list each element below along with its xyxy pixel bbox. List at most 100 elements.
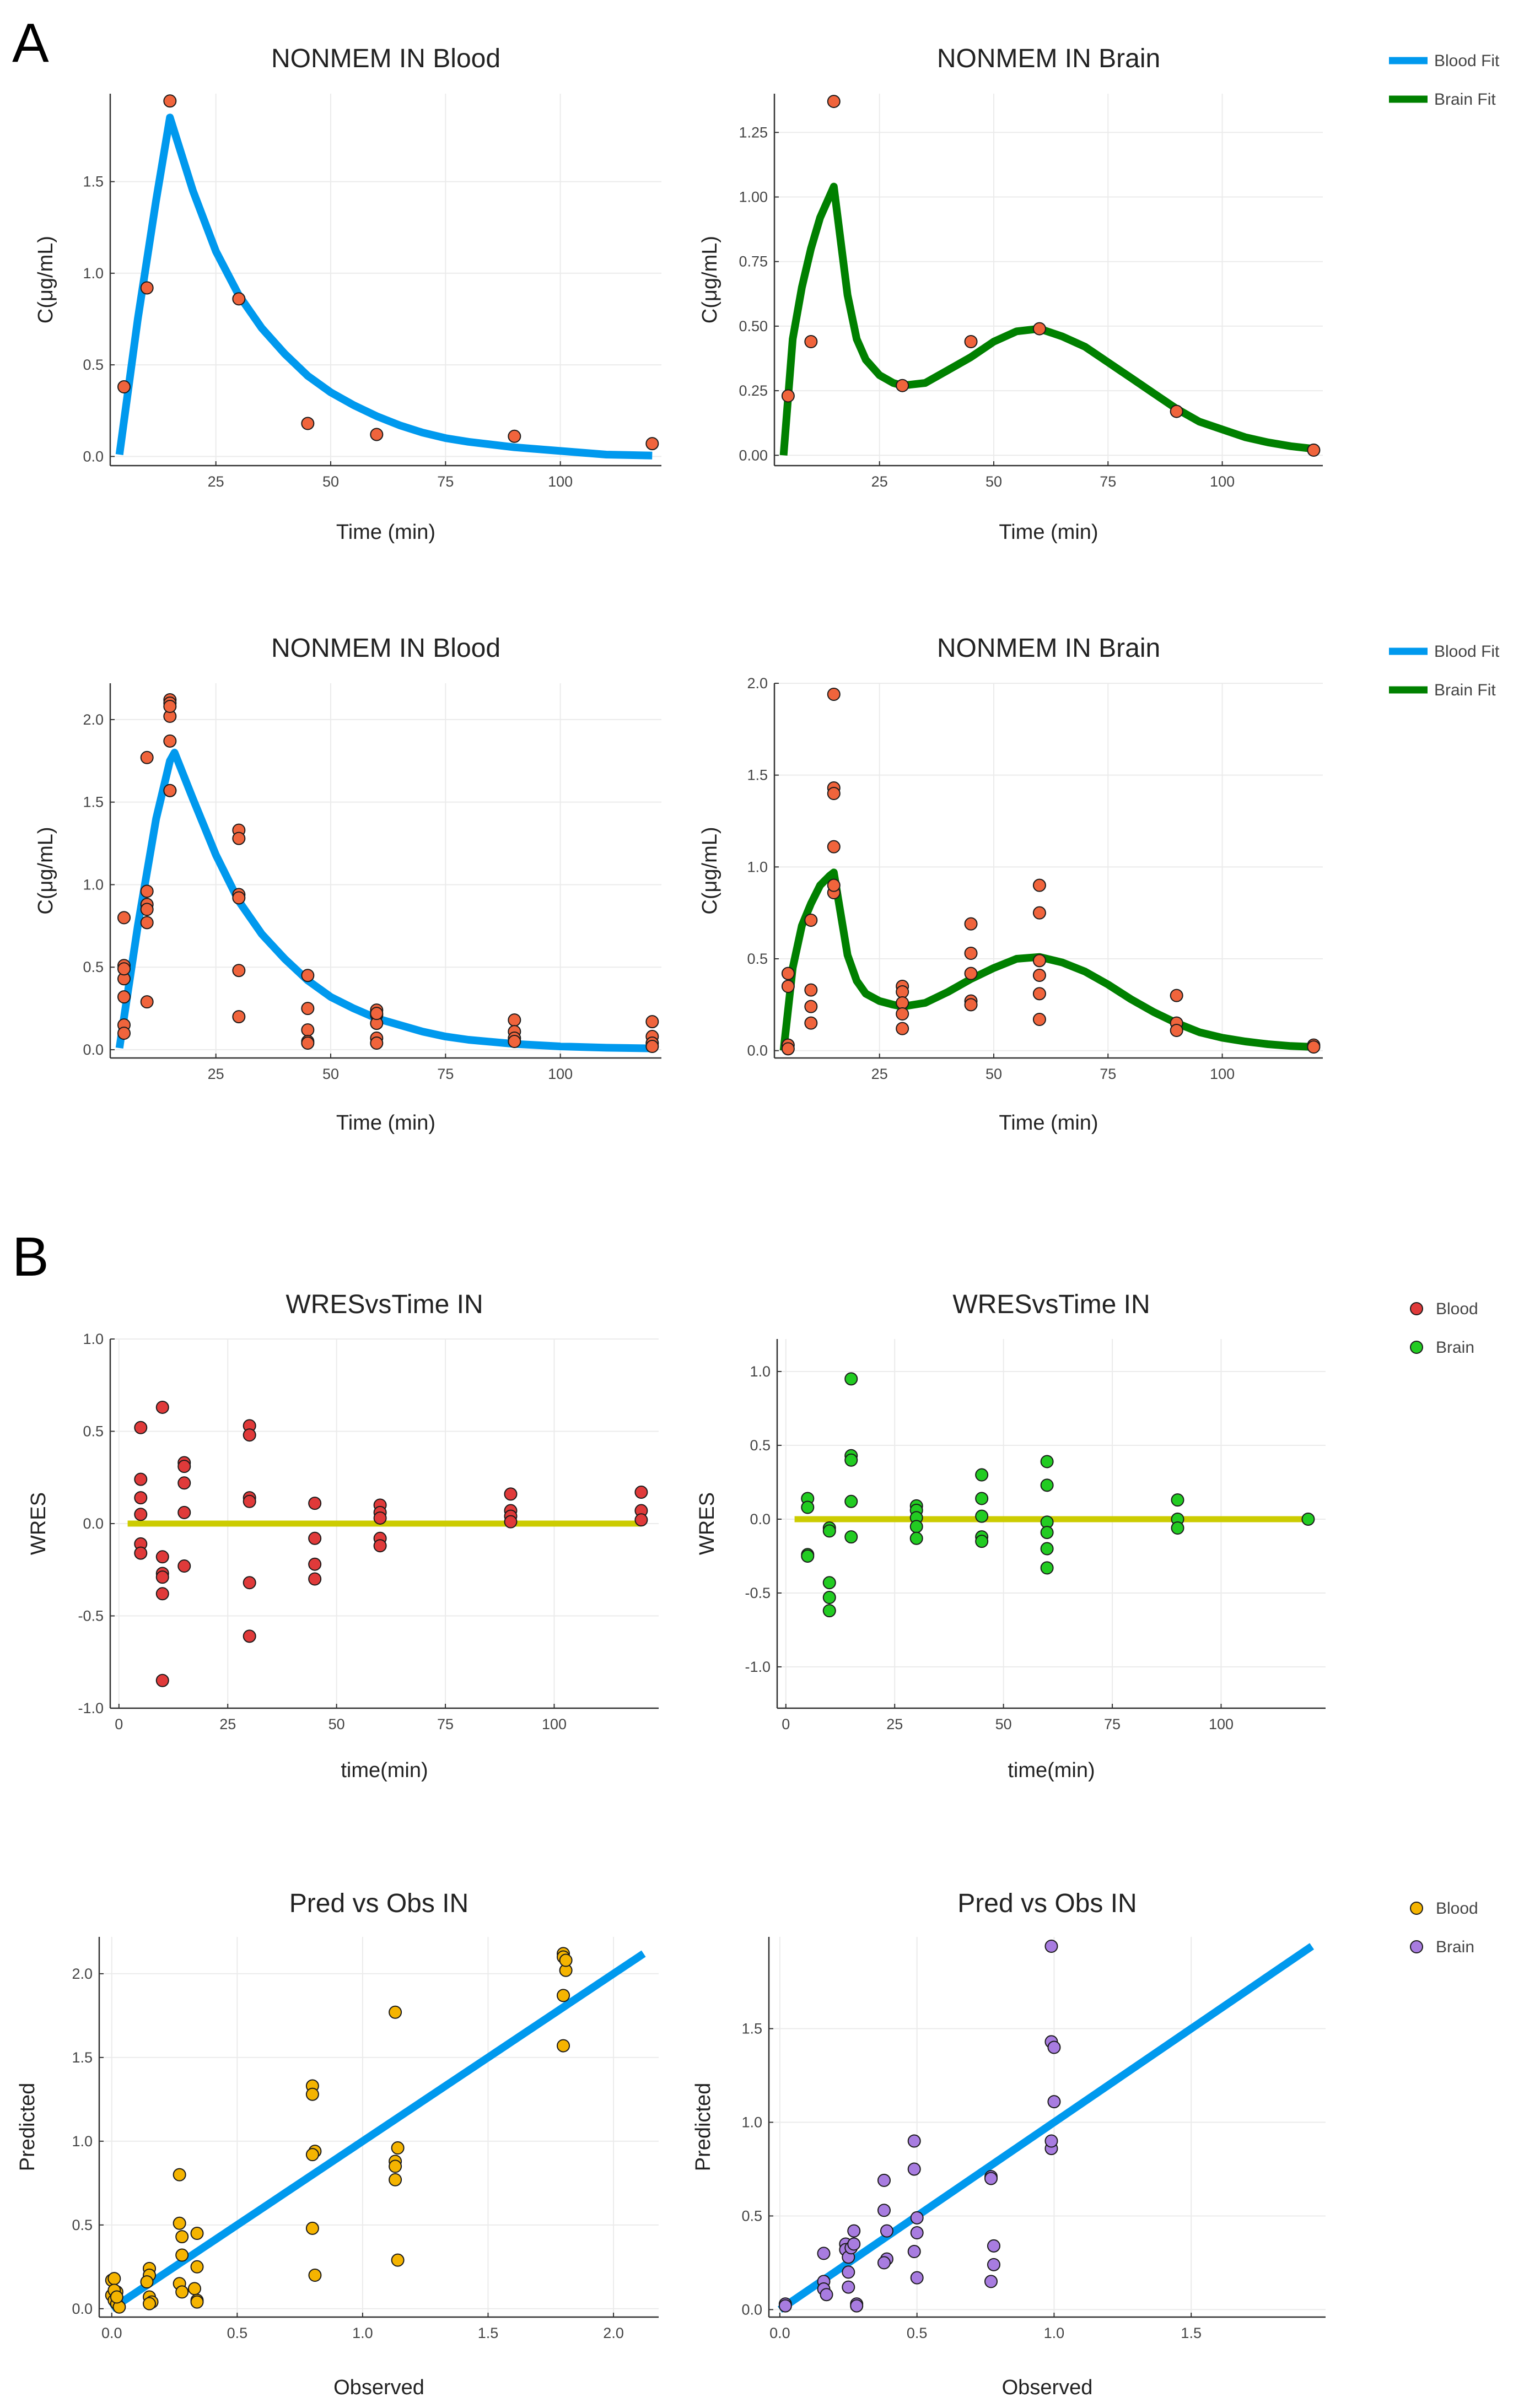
y-tick-label: 1.5 [83,794,104,811]
data-point [155,1673,169,1687]
data-point [117,911,131,925]
data-point [987,2258,1000,2271]
legend-swatch [1410,1940,1423,1953]
y-tick-label: 0.5 [750,1437,771,1454]
data-point [1040,1526,1054,1540]
data-point [896,1022,909,1035]
data-point [243,1576,256,1590]
data-point [134,1491,148,1505]
data-point [107,2272,121,2286]
y-tick-label: 1.0 [83,876,104,893]
data-point [232,292,246,306]
data-point [134,1421,148,1434]
y-tick-label: 0.5 [83,357,104,373]
x-tick-label: 75 [437,1066,454,1082]
data-point [1032,969,1046,982]
y-tick-label: 0.0 [83,1515,104,1532]
x-tick-label: 1.5 [478,2325,499,2341]
y-tick-label: 0.0 [72,2301,93,2317]
x-axis-label: time(min) [341,1759,428,1782]
data-point [1040,1455,1054,1468]
data-point [1170,989,1183,1002]
x-tick-label: 50 [322,1066,339,1082]
data-point [804,914,818,927]
y-tick-label: -1.0 [78,1700,104,1716]
data-point [801,1500,815,1514]
data-point [827,787,841,800]
data-point [907,2134,921,2148]
x-tick-label: 0.0 [101,2325,122,2341]
data-point [975,1535,989,1548]
data-point [140,884,154,898]
legend-swatch [1410,1341,1423,1354]
data-point [301,1023,315,1037]
data-point [163,734,177,748]
data-point [301,1036,315,1050]
data-point [140,903,154,916]
data-point [877,2173,891,2187]
legend-pred-obs: Blood Brain [1410,1899,1478,1956]
data-point [1301,1512,1315,1526]
data-point [305,2087,319,2101]
y-tick-label: 0.5 [83,959,104,975]
data-point [896,996,909,1009]
data-point [1047,2040,1061,2054]
data-point [308,1557,322,1571]
data-point [1307,1040,1321,1054]
chart-title: NONMEM IN Brain [937,44,1160,73]
data-point [907,2162,921,2176]
data-point [987,2239,1000,2253]
data-point [117,990,131,1004]
y-tick-label: 0.5 [741,2207,762,2224]
data-point [975,1468,989,1482]
data-point [389,2159,402,2173]
data-point [308,1531,322,1545]
data-point [243,1494,256,1508]
plot-brain-fit-2: 25 50 75 100 0.0 0.5 1.0 1.5 2.0 NONMEM IN Brain T… [698,634,1323,1135]
data-point [1170,1024,1183,1037]
x-tick-label: 0.5 [907,2325,928,2341]
y-axis-label: WRES [27,1492,50,1555]
data-point [177,1505,191,1519]
data-point [175,2285,189,2299]
x-tick-label: 25 [219,1716,236,1732]
data-point [370,1036,384,1050]
data-point [910,2211,924,2225]
data-point [827,840,841,854]
y-tick-label: 0.50 [739,318,768,334]
data-point [134,1546,148,1560]
x-axis-label: Time (min) [999,1111,1098,1135]
data-point [305,2221,319,2235]
legend-label: Blood Fit [1434,52,1500,70]
data-point [308,1497,322,1510]
x-tick-label: 25 [208,473,224,490]
plot-blood-fit-1: 25 50 75 100 0.0 0.5 1.0 1.5 NONMEM IN Blood Time… [34,44,661,544]
data-point [389,2005,402,2019]
y-tick-label: 1.0 [741,2114,762,2131]
data-point [896,1007,909,1021]
chart-title: NONMEM IN Blood [271,634,500,663]
x-tick-label: 75 [1100,473,1116,490]
data-point [557,1989,570,2002]
data-point [1040,1542,1054,1556]
x-tick-label: 100 [1210,1066,1235,1082]
data-point [557,2039,570,2053]
data-point [243,1428,256,1442]
y-tick-label: 1.5 [72,2049,93,2066]
data-point [844,1453,858,1467]
legend-swatch [1410,1902,1423,1915]
legend-swatch [1410,1302,1423,1315]
data-point [391,2141,405,2155]
legend-label: Blood [1436,1899,1478,1918]
data-point [155,1400,169,1414]
data-point [804,335,818,348]
data-point [896,379,909,392]
data-point [822,1524,836,1538]
chart-title: Pred vs Obs IN [289,1889,468,1918]
data-point [232,964,246,978]
y-axis-label: C(μg/mL) [34,236,57,323]
data-point [964,967,978,980]
legend-label: Brain [1436,1338,1474,1357]
x-tick-label: 75 [437,473,454,490]
data-point [645,1040,659,1054]
